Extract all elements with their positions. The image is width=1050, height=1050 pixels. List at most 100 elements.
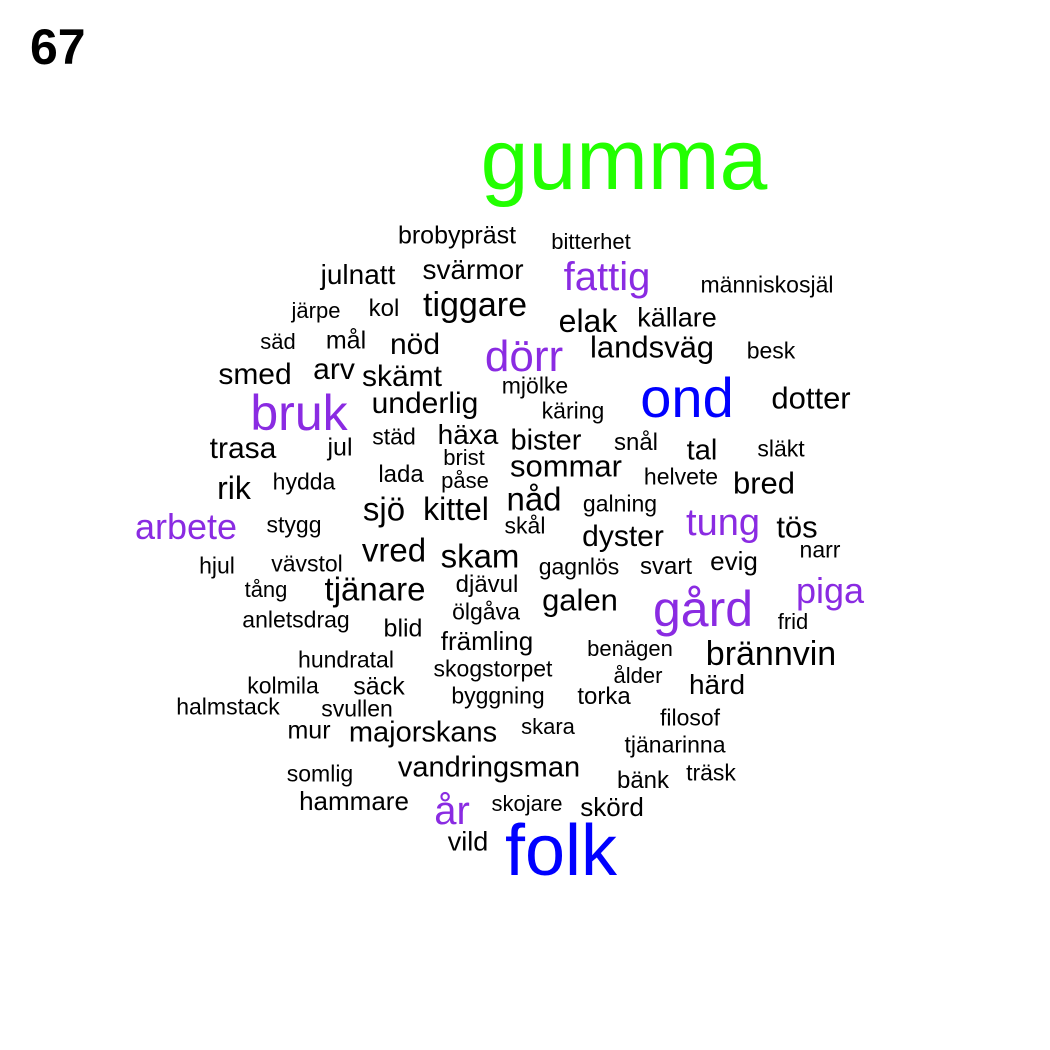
cloud-word: släkt xyxy=(757,435,805,462)
cloud-word: julnatt xyxy=(320,259,396,290)
cloud-word: gård xyxy=(652,581,754,637)
cloud-word: nöd xyxy=(389,328,441,361)
cloud-word: skara xyxy=(521,714,575,739)
cloud-word: härd xyxy=(688,669,746,700)
cloud-word: mjölke xyxy=(501,372,569,399)
cloud-word: rik xyxy=(217,470,251,506)
cloud-word: tiggare xyxy=(423,286,527,324)
cloud-word: dotter xyxy=(771,380,851,416)
cloud-word: evig xyxy=(710,546,758,576)
cloud-word: skörd xyxy=(580,792,644,822)
cloud-word: hydda xyxy=(272,468,336,495)
cloud-word: mål xyxy=(325,326,367,355)
cloud-word: lada xyxy=(378,461,424,488)
cloud-word: sommar xyxy=(510,448,622,484)
cloud-word: elak xyxy=(558,303,618,339)
cloud-word: stygg xyxy=(266,511,322,538)
cloud-word: fattig xyxy=(563,255,651,299)
cloud-word: djävul xyxy=(455,571,519,598)
cloud-word: galen xyxy=(542,582,618,618)
cloud-word: arbete xyxy=(134,506,238,547)
cloud-word: tång xyxy=(244,577,288,602)
cloud-word: säd xyxy=(260,329,296,354)
cloud-word: hammare xyxy=(299,786,409,816)
cloud-word: vild xyxy=(447,826,489,857)
cloud-word: landsväg xyxy=(589,329,715,365)
cloud-word: dörr xyxy=(484,332,564,381)
cloud-word: häxa xyxy=(437,419,499,450)
cloud-word: folk xyxy=(504,811,618,891)
cloud-word: filosof xyxy=(659,704,721,731)
cloud-word: sjö xyxy=(362,490,406,528)
cloud-word: kittel xyxy=(423,491,489,527)
cloud-word: bitterhet xyxy=(551,229,631,254)
cloud-word: brännvin xyxy=(705,635,837,673)
cloud-word: städ xyxy=(372,423,416,450)
cloud-word: säck xyxy=(353,672,405,701)
cloud-word: nåd xyxy=(506,480,562,518)
cloud-word: ålder xyxy=(613,663,663,688)
cloud-word: tung xyxy=(686,502,760,544)
cloud-word: somlig xyxy=(286,760,354,787)
cloud-word: ond xyxy=(640,366,734,429)
cloud-word: människosjäl xyxy=(700,271,834,298)
cloud-word: trasa xyxy=(209,432,277,465)
cloud-word: piga xyxy=(795,570,865,611)
cloud-word: tjänare xyxy=(324,570,426,608)
cloud-word: majorskans xyxy=(348,716,498,749)
cloud-word: tal xyxy=(686,434,718,467)
cloud-word: brist xyxy=(443,445,485,470)
cloud-word: vävstol xyxy=(271,550,343,577)
cloud-word: smed xyxy=(218,358,292,391)
page-number: 67 xyxy=(30,19,86,75)
cloud-word: gumma xyxy=(480,112,768,208)
cloud-word: skam xyxy=(440,537,520,575)
cloud-word: hjul xyxy=(199,552,235,579)
cloud-word: bruk xyxy=(250,385,348,441)
cloud-word: frid xyxy=(777,609,809,634)
cloud-word: mur xyxy=(287,716,331,745)
cloud-word: kolmila xyxy=(247,672,319,699)
cloud-word: arv xyxy=(313,353,355,386)
cloud-word: blid xyxy=(383,614,423,643)
cloud-word: källare xyxy=(637,302,717,333)
cloud-word: skojare xyxy=(491,791,563,816)
cloud-word: bänk xyxy=(616,767,670,794)
cloud-word: anletsdrag xyxy=(242,606,350,633)
cloud-word: ölgåva xyxy=(452,598,520,625)
cloud-word: besk xyxy=(746,337,796,364)
cloud-word: svart xyxy=(639,553,693,580)
cloud-word: främling xyxy=(440,626,534,656)
cloud-word: vandringsman xyxy=(397,751,581,784)
cloud-word: bred xyxy=(732,465,796,501)
cloud-word: tjänarinna xyxy=(624,731,726,758)
cloud-word: skämt xyxy=(361,360,443,393)
cloud-word: vred xyxy=(361,531,427,569)
cloud-word: brobypräst xyxy=(397,221,517,250)
cloud-word: snål xyxy=(613,429,659,456)
cloud-word: påse xyxy=(441,468,489,493)
cloud-word: käring xyxy=(541,397,605,424)
cloud-word: skogstorpet xyxy=(433,655,553,682)
cloud-word: galning xyxy=(582,490,658,517)
cloud-word: narr xyxy=(799,536,841,563)
cloud-word: år xyxy=(434,789,470,833)
cloud-word: byggning xyxy=(451,682,545,709)
cloud-word: halmstack xyxy=(176,693,280,720)
cloud-word: bister xyxy=(510,424,582,457)
cloud-word: gagnlös xyxy=(538,553,620,580)
cloud-word: träsk xyxy=(686,759,736,786)
cloud-word: skål xyxy=(504,512,546,539)
cloud-word: järpe xyxy=(291,298,341,323)
cloud-word: tös xyxy=(776,509,818,545)
cloud-word: helvete xyxy=(643,463,719,490)
cloud-word: torka xyxy=(577,683,631,710)
cloud-word: dyster xyxy=(582,520,664,553)
cloud-word: svullen xyxy=(321,695,393,722)
cloud-word: hundratal xyxy=(298,646,394,673)
cloud-word: jul xyxy=(327,433,353,462)
cloud-word: benägen xyxy=(587,636,673,661)
cloud-word: kol xyxy=(368,295,400,322)
cloud-word: underlig xyxy=(371,387,479,420)
